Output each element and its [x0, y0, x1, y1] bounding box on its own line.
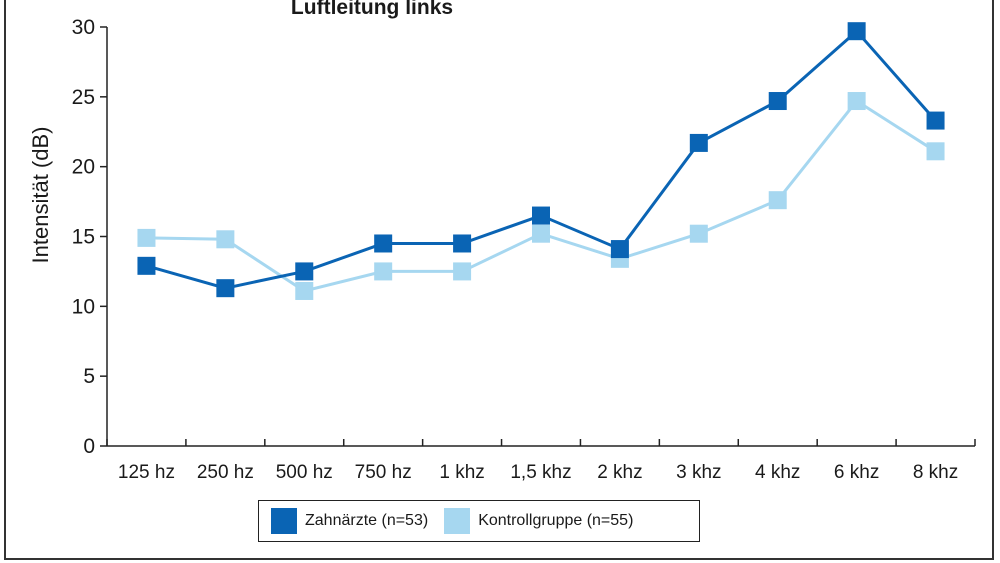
data-point — [768, 191, 787, 210]
legend: Zahnärzte (n=53) Kontrollgruppe (n=55) — [258, 500, 700, 542]
legend-label-kontrollgruppe: Kontrollgruppe (n=55) — [478, 512, 634, 529]
data-point — [926, 142, 945, 161]
data-point — [295, 262, 314, 281]
y-tick-label: 15 — [72, 226, 95, 249]
y-tick-label: 30 — [72, 16, 95, 39]
series-layer — [137, 22, 945, 300]
x-tick-label: 1 khz — [439, 462, 484, 483]
x-tick-label: 8 khz — [913, 462, 958, 483]
y-tick-label: 25 — [72, 86, 95, 109]
data-point — [532, 224, 550, 243]
x-tick-label: 3 khz — [676, 462, 721, 483]
data-point — [768, 92, 787, 111]
data-point — [847, 92, 866, 111]
legend-item-kontrollgruppe: Kontrollgruppe (n=55) — [444, 508, 633, 534]
legend-swatch-zahnaerzte — [271, 508, 297, 534]
legend-item-zahnaerzte: Zahnärzte (n=53) — [271, 508, 428, 534]
y-tick-label: 0 — [83, 435, 95, 458]
x-tick-label: 250 hz — [197, 462, 254, 483]
legend-swatch-kontrollgruppe — [444, 508, 471, 534]
x-tick-label: 1,5 khz — [510, 462, 571, 483]
series-line — [146, 99, 937, 293]
data-point — [216, 230, 235, 249]
y-tick-label: 5 — [83, 365, 95, 388]
data-point — [453, 262, 472, 281]
data-point — [689, 224, 708, 243]
chart-frame — [4, 0, 994, 560]
data-point — [926, 111, 945, 130]
data-point — [295, 281, 314, 300]
data-point — [216, 279, 235, 298]
series-line — [146, 29, 937, 290]
axes: 0 5 10 15 20 25 30 125 hz 250 hz 500 hz 750 hz 1 kh… — [72, 16, 976, 483]
x-tick-label: 2 khz — [597, 462, 642, 483]
x-tick-label: 750 hz — [355, 462, 412, 483]
y-tick-label: 20 — [72, 156, 95, 179]
y-tick-label: 10 — [72, 295, 95, 318]
x-tick-label: 6 khz — [834, 462, 879, 483]
data-point — [532, 206, 550, 225]
chart-title: Luftleitung links — [291, 0, 453, 19]
data-point — [453, 234, 472, 253]
data-point — [610, 240, 629, 259]
data-point — [137, 256, 156, 275]
legend-label-zahnaerzte: Zahnärzte (n=53) — [305, 512, 429, 529]
x-tick-label: 125 hz — [118, 462, 175, 483]
x-tick-label: 4 khz — [755, 462, 800, 483]
data-point — [847, 22, 866, 41]
data-point — [374, 262, 393, 281]
x-tick-label: 500 hz — [276, 462, 333, 483]
data-point — [137, 228, 156, 247]
y-axis-label: Intensität (dB) — [28, 127, 53, 264]
data-point — [374, 234, 393, 253]
data-point — [689, 133, 708, 152]
